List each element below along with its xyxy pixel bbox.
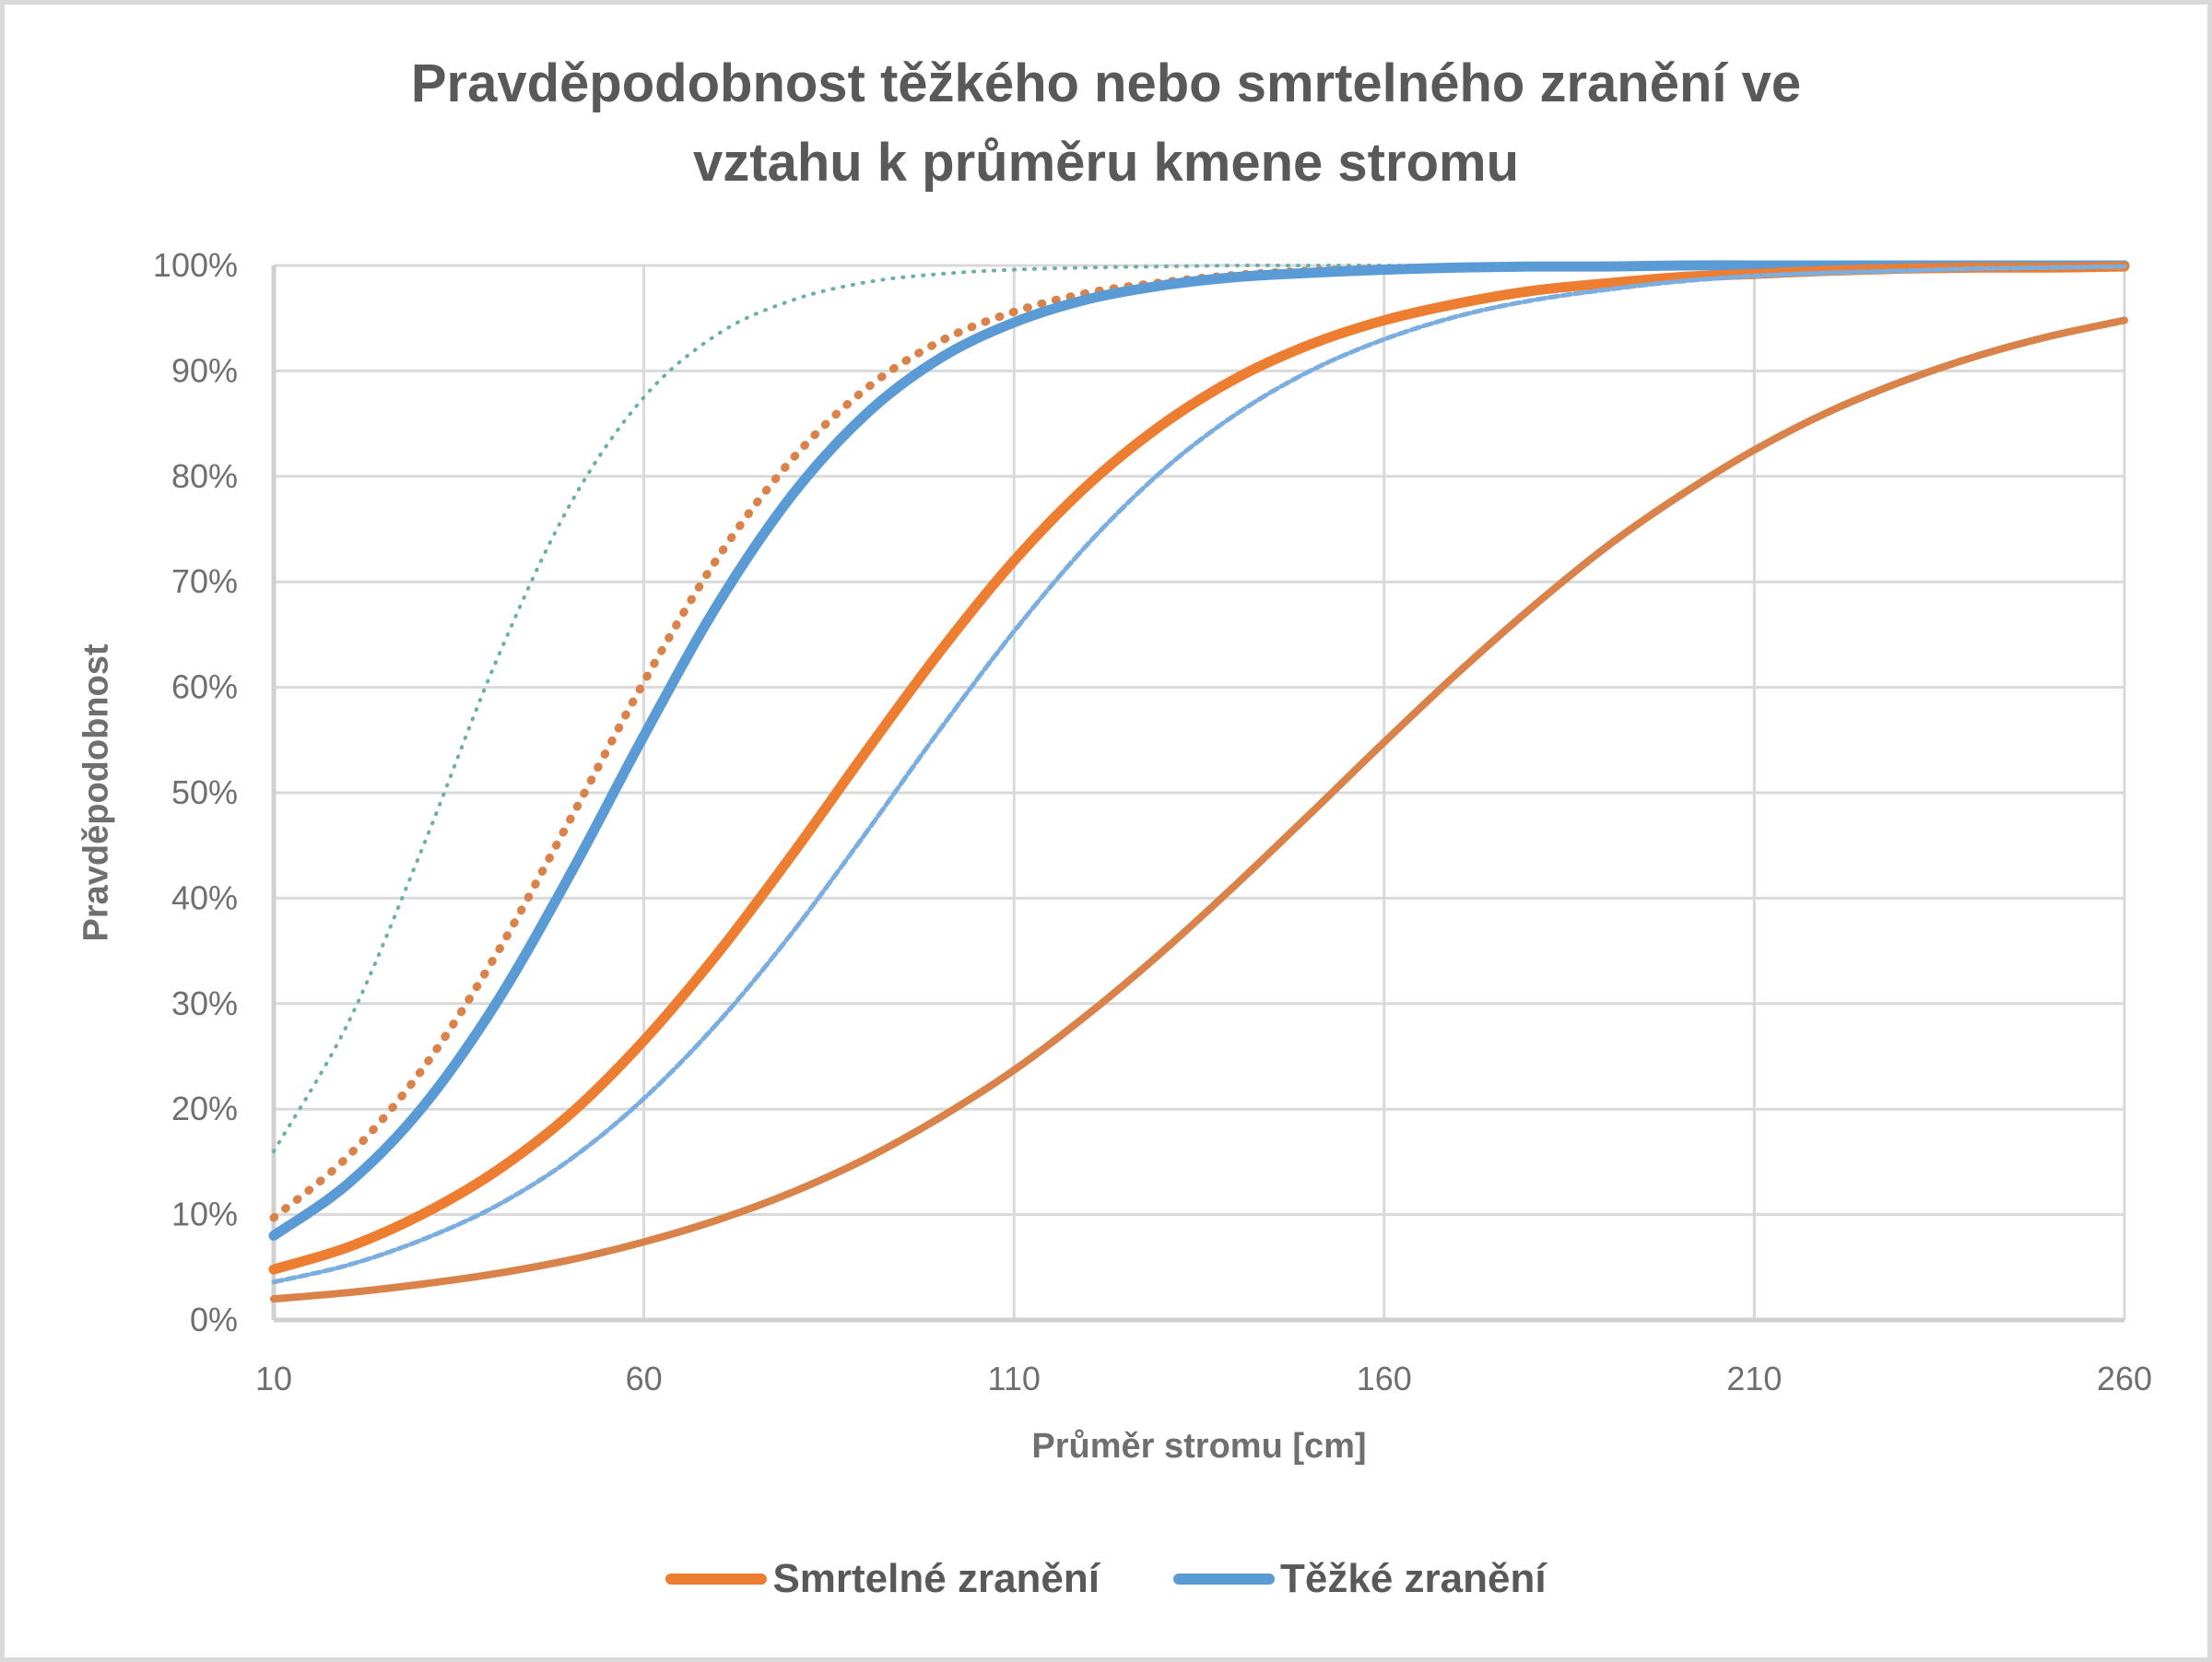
series-line-brown-solid [270,316,2128,1303]
y-tick-label: 60% [171,668,238,706]
y-tick-label: 40% [171,878,238,916]
x-tick-label: 260 [2097,1360,2152,1397]
series-line-těžké-zranění [268,260,2130,1241]
y-tick-label: 0% [190,1301,238,1338]
x-tick-label: 210 [1726,1360,1782,1397]
x-tick-label: 110 [987,1360,1040,1397]
x-tick-label: 160 [1357,1360,1412,1397]
y-tick-label: 80% [171,457,238,495]
x-tick-label: 10 [255,1360,292,1397]
y-axis-title: Pravděpodobnost [76,643,116,942]
gridlines [271,264,2126,1323]
legend-swatch-fatal [665,1574,768,1585]
y-tick-label: 50% [171,773,238,811]
x-tick-label: 60 [626,1360,663,1397]
y-tick-label: 10% [171,1196,238,1233]
y-tick-label: 100% [153,246,238,284]
data-series [268,260,2130,1303]
legend-item-fatal: Smrtelné zranění [665,1556,1100,1602]
legend-label-severe: Těžké zranění [1280,1556,1547,1601]
series-line-smrtelné-zranění [268,261,2130,1275]
legend-item-severe: Těžké zranění [1173,1556,1547,1602]
legend-label-fatal: Smrtelné zranění [772,1556,1100,1601]
y-tick-label: 90% [171,351,238,389]
x-axis-title: Průměr stromu [cm] [1031,1427,1367,1466]
series-line-brown-dotted [269,261,2129,1222]
y-tick-label: 20% [171,1090,238,1127]
y-tick-label: 30% [171,984,238,1022]
legend-swatch-severe [1173,1574,1275,1585]
series-line-blue-thin [271,264,2127,1285]
y-axis-ticks: 0% 10% 20% 30% 40% 50% 60% 70% 80% 90% 100% [153,246,238,1338]
legend: Smrtelné zranění Těžké zranění [0,1556,2212,1602]
x-axis-ticks: 10 60 110 160 210 260 [255,1360,2152,1397]
y-tick-label: 70% [171,562,238,600]
chart-title-line-2: vztahu k průměru kmene stromu [693,133,1519,193]
chart-title-line-1: Pravděpodobnost těžkého nebo smrtelného … [410,53,1802,113]
